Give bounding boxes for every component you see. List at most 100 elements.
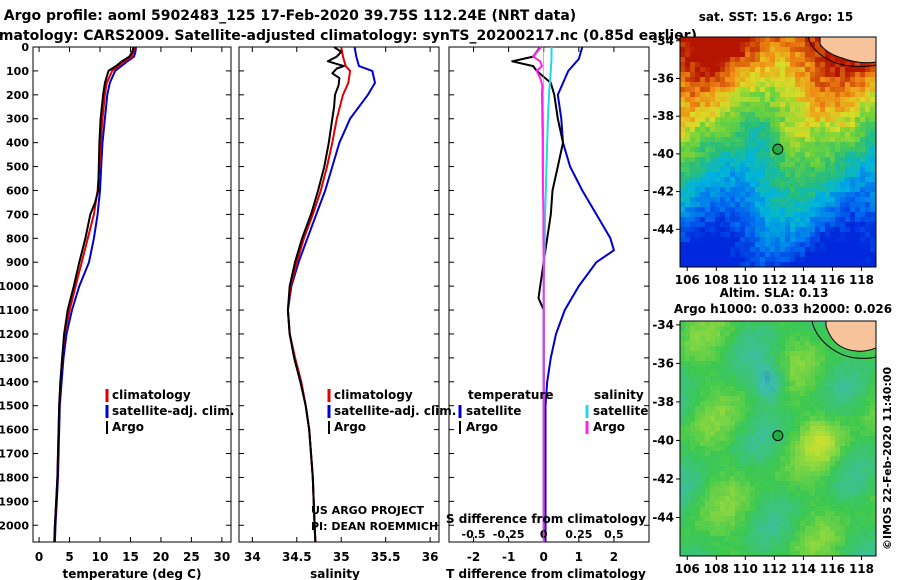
map-cell (785, 326, 791, 332)
map-cell (750, 162, 756, 168)
map-cell (705, 436, 711, 442)
map-cell (775, 366, 781, 372)
map-cell (755, 132, 761, 138)
map-cell (725, 461, 731, 467)
map-cell (815, 466, 821, 472)
map-cell (770, 441, 776, 447)
map-cell (760, 92, 766, 98)
map-cell (845, 177, 851, 183)
x-tick-label: 30 (214, 550, 231, 564)
map-cell (825, 401, 831, 407)
map-cell (685, 416, 691, 422)
map-cell (865, 217, 871, 223)
map-cell (710, 516, 716, 522)
map-cell (810, 396, 816, 402)
map-cell (870, 396, 876, 402)
map-cell (805, 97, 811, 103)
map-cell (750, 77, 756, 83)
map-cell (775, 112, 781, 118)
map-cell (790, 117, 796, 123)
map-cell (705, 132, 711, 138)
map-cell (810, 242, 816, 248)
map-cell (725, 82, 731, 88)
map-cell (770, 72, 776, 78)
map-cell (815, 47, 821, 53)
map-cell (870, 501, 876, 507)
map-cell (745, 237, 751, 243)
map-cell (845, 227, 851, 233)
map-cell (705, 431, 711, 437)
map-cell (770, 536, 776, 542)
map-cell (870, 411, 876, 417)
map-cell (800, 486, 806, 492)
map-cell (845, 92, 851, 98)
map-cell (695, 62, 701, 68)
map-cell (760, 252, 766, 258)
map-cell (700, 446, 706, 452)
map-cell (695, 511, 701, 517)
map-cell (745, 416, 751, 422)
map-cell (860, 386, 866, 392)
map-cell (710, 341, 716, 347)
map-cell (865, 222, 871, 228)
map-cell (775, 481, 781, 487)
map-cell (810, 416, 816, 422)
map-cell (810, 361, 816, 367)
map-cell (820, 461, 826, 467)
map-cell (840, 92, 846, 98)
map-cell (700, 147, 706, 153)
map-cell (705, 127, 711, 133)
map-cell (850, 237, 856, 243)
map-cell (825, 426, 831, 432)
map-cell (795, 137, 801, 143)
map-cell (760, 471, 766, 477)
map-cell (735, 426, 741, 432)
map-cell (780, 192, 786, 198)
map-cell (730, 321, 736, 327)
map-cell (775, 232, 781, 238)
map-cell (700, 371, 706, 377)
map-cell (695, 396, 701, 402)
map-cell (720, 376, 726, 382)
map-cell (765, 112, 771, 118)
map-cell (775, 346, 781, 352)
map-cell (735, 92, 741, 98)
map-cell (855, 92, 861, 98)
map-cell (860, 551, 866, 556)
map-cell (755, 212, 761, 218)
map-cell (775, 541, 781, 547)
map-cell (865, 157, 871, 163)
map-cell (690, 177, 696, 183)
map-cell (760, 521, 766, 527)
map-cell (795, 426, 801, 432)
map-cell (720, 162, 726, 168)
map-cell (690, 361, 696, 367)
map-cell (745, 366, 751, 372)
map-cell (825, 351, 831, 357)
map-cell (715, 217, 721, 223)
map-cell (735, 331, 741, 337)
map-cell (815, 531, 821, 537)
map-cell (855, 132, 861, 138)
map-cell (865, 232, 871, 238)
map-cell (780, 182, 786, 188)
map-cell (830, 346, 836, 352)
map-cell (825, 391, 831, 397)
map-cell (685, 127, 691, 133)
map-cell (785, 62, 791, 68)
map-cell (700, 346, 706, 352)
map-cell (710, 242, 716, 248)
map-cell (850, 481, 856, 487)
map-cell (770, 431, 776, 437)
map-cell (765, 421, 771, 427)
map-cell (830, 426, 836, 432)
map-cell (695, 491, 701, 497)
map-cell (835, 356, 841, 362)
map-cell (865, 202, 871, 208)
map-cell (825, 331, 831, 337)
map-cell (790, 122, 796, 128)
map-cell (735, 257, 741, 263)
map-cell (845, 72, 851, 78)
map-cell (680, 536, 686, 542)
